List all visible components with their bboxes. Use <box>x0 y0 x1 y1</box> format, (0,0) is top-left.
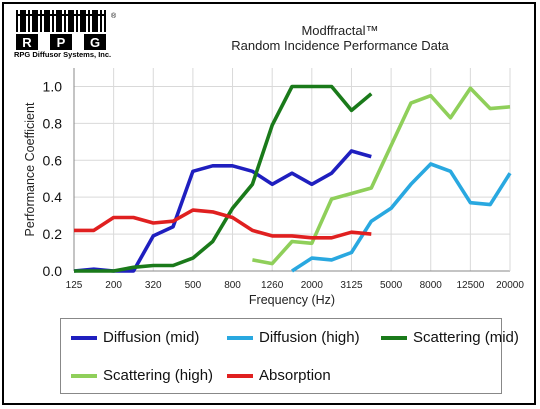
chart-title: Random Incidence Performance Data <box>231 38 449 53</box>
legend-swatch <box>71 373 97 378</box>
legend-item-absorption: Absorption <box>227 367 331 384</box>
legend-item-diffusion-high: Diffusion (high) <box>227 329 360 346</box>
series-line-scattering-high <box>252 86 511 266</box>
legend-item-diffusion-mid: Diffusion (mid) <box>71 329 199 346</box>
x-tick-label: 800 <box>224 280 241 291</box>
x-tick-label: 2000 <box>301 280 324 291</box>
y-tick-label: 0.0 <box>43 263 63 279</box>
series-line-diffusion-high <box>291 162 512 273</box>
logo-letter-p: P <box>57 35 66 50</box>
series-line-diffusion-mid <box>73 149 372 273</box>
logo-letter-r: R <box>22 35 32 50</box>
legend-swatch <box>71 335 97 340</box>
series-line-absorption <box>74 208 372 240</box>
legend-label: Diffusion (mid) <box>103 329 200 346</box>
x-tick-label: 3125 <box>340 280 363 291</box>
x-tick-label: 8000 <box>420 280 443 291</box>
x-tick-label: 125 <box>66 280 83 291</box>
legend-label: Diffusion (high) <box>259 329 360 346</box>
x-tick-label: 20000 <box>496 280 524 291</box>
legend-label: Absorption <box>259 367 331 384</box>
y-tick-label: 0.2 <box>43 226 63 242</box>
chart-legend: Diffusion (mid) Diffusion (high) Scatterin… <box>60 318 519 394</box>
legend-swatch <box>227 373 253 378</box>
legend-label: Scattering (mid) <box>413 329 519 346</box>
x-tick-label: 200 <box>105 280 122 291</box>
legend-label: Scattering (high) <box>103 367 214 384</box>
y-tick-label: 0.4 <box>43 189 63 205</box>
legend-swatch <box>227 335 253 340</box>
company-name: RPG Diffusor Systems, Inc. <box>14 50 112 59</box>
x-tick-label: 12500 <box>456 280 484 291</box>
x-tick-label: 500 <box>185 280 202 291</box>
x-axis-title: Frequency (Hz) <box>249 293 335 307</box>
x-tick-label: 5000 <box>380 280 403 291</box>
legend-item-scattering-mid: Scattering (mid) <box>381 329 519 346</box>
rpg-logo: R P G ® <box>16 10 117 50</box>
y-tick-label: 0.6 <box>43 152 63 168</box>
legend-item-scattering-high: Scattering (high) <box>71 367 213 384</box>
y-tick-label: 0.8 <box>43 115 63 131</box>
x-tick-label: 1260 <box>261 280 284 291</box>
product-title: Modffractal™ <box>301 23 379 38</box>
legend-swatch <box>381 335 407 340</box>
logo-letter-g: G <box>90 35 100 50</box>
y-axis-title: Performance Coefficient <box>23 102 37 236</box>
x-tick-label: 320 <box>145 280 162 291</box>
y-tick-label: 1.0 <box>43 78 63 94</box>
registered-mark: ® <box>111 12 117 20</box>
series-line-scattering-mid <box>74 84 373 273</box>
